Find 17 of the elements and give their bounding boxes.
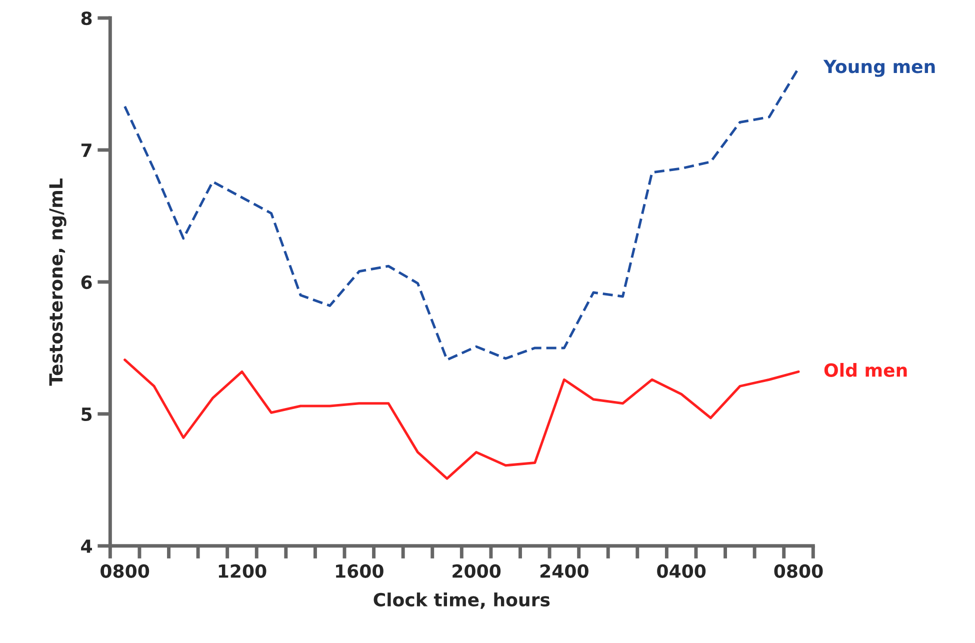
x-tick-label: 0800 <box>100 564 150 578</box>
y-tick-label: 7 <box>81 144 92 157</box>
y-tick-label: 6 <box>81 275 92 290</box>
series-label: Young men <box>823 60 935 77</box>
x-tick-label: 2400 <box>540 564 588 578</box>
x-tick-label: 1600 <box>336 564 384 578</box>
x-tick-label: 1200 <box>218 564 266 578</box>
x-tick-label: 0800 <box>774 564 823 578</box>
y-tick-label: 5 <box>82 408 92 422</box>
x-axis-title: Clock time, hours <box>374 592 550 609</box>
y-axis-title: Testosterone, ng/mL <box>49 178 66 386</box>
x-tick-label: 0400 <box>657 564 706 578</box>
line-series <box>124 358 800 480</box>
y-tick-label: 8 <box>81 11 92 26</box>
series-label: Old men <box>824 362 907 377</box>
x-tick-label: 2000 <box>452 564 501 578</box>
y-tick-label: 4 <box>81 540 92 553</box>
